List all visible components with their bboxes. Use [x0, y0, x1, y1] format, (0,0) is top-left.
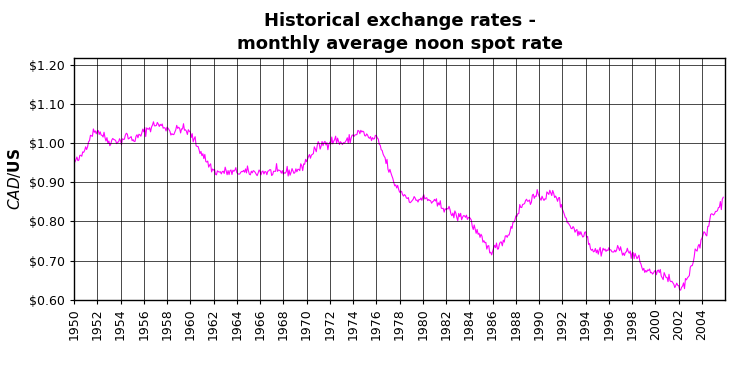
Y-axis label: $CAD/$US: $CAD/$US	[7, 147, 24, 210]
Title: Historical exchange rates -
monthly average noon spot rate: Historical exchange rates - monthly aver…	[237, 12, 562, 53]
